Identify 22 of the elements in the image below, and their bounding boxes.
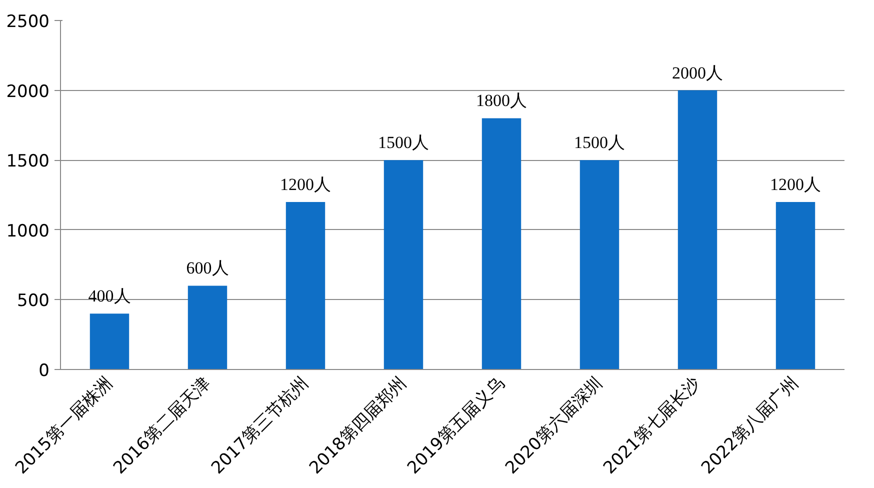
data-label: 600人 xyxy=(186,258,229,278)
y-tick-label: 2000 xyxy=(6,82,50,102)
data-label: 1800人 xyxy=(476,91,527,110)
bar xyxy=(776,202,816,370)
y-tick-label: 2500 xyxy=(6,12,50,32)
bar xyxy=(384,160,424,370)
y-tick-label: 0 xyxy=(38,361,50,381)
bar xyxy=(580,160,620,370)
y-tick-label: 500 xyxy=(17,291,50,312)
data-label: 1500人 xyxy=(574,133,625,152)
bar xyxy=(286,202,326,370)
bar xyxy=(90,314,130,370)
y-tick-label: 1500 xyxy=(6,152,50,172)
y-tick-label: 1000 xyxy=(6,221,50,242)
data-label: 1200人 xyxy=(770,174,821,194)
data-label: 1200人 xyxy=(280,174,331,194)
data-label: 1500人 xyxy=(378,133,429,152)
data-label: 400人 xyxy=(88,286,131,306)
data-label: 2000人 xyxy=(672,63,723,82)
bar xyxy=(188,286,228,370)
bar xyxy=(482,118,522,370)
bar xyxy=(678,90,718,370)
